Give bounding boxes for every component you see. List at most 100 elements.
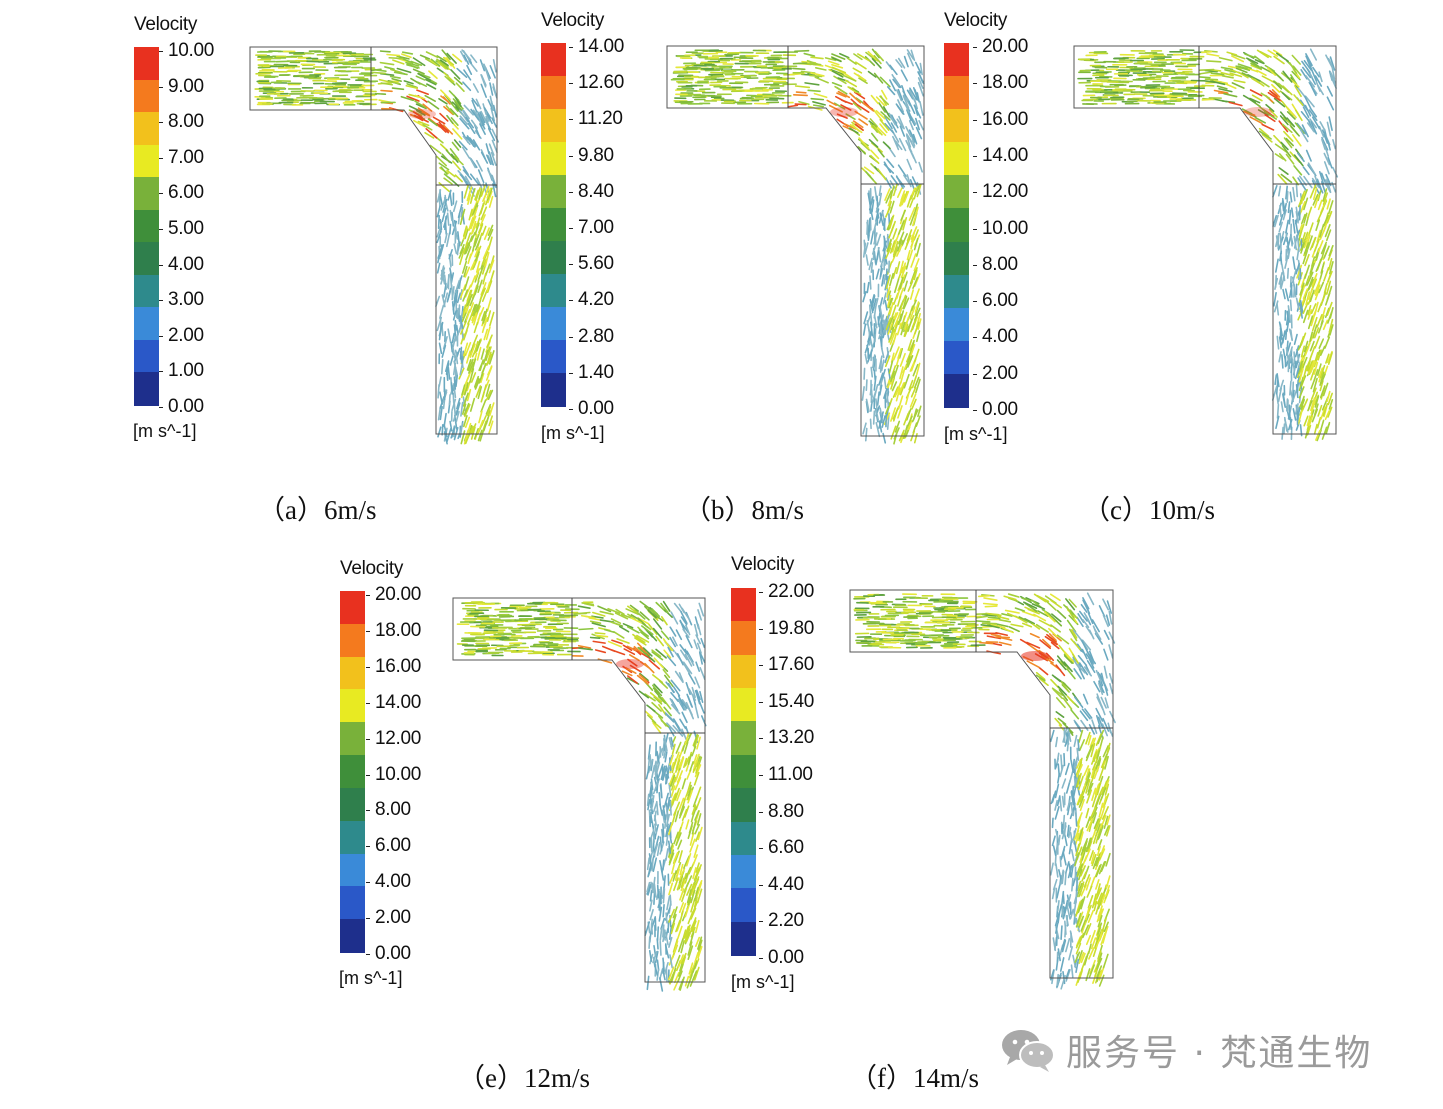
tick-label: 9.80 [578,144,614,166]
hotspot [830,107,858,117]
tick-label: 18.00 [375,619,422,641]
tick-label: 12.00 [982,181,1029,203]
tick-mark [759,628,763,630]
tick-mark [759,738,763,740]
tick-mark [569,372,573,374]
tick-label: 0.00 [768,947,804,968]
colorbar-band [541,307,566,341]
tick-mark [759,848,763,850]
colorbar-band [541,175,566,209]
tick-mark [366,882,370,884]
tick-mark [759,665,763,667]
colorbar-band [944,340,969,375]
tick-label: 0.00 [375,943,411,964]
tick-label: 14.00 [578,36,625,57]
tick-mark [759,701,763,703]
duct-outline [1073,45,1337,435]
colorbar-band [541,76,566,110]
colorbar [541,43,566,407]
colorbar [944,43,969,408]
colorbar-band [340,820,365,855]
tick-label: 2.00 [375,907,411,929]
tick-mark [366,774,370,776]
colorbar-band [541,340,566,374]
tick-mark [973,155,977,157]
tick-mark [569,47,573,48]
colorbar-band [340,656,365,691]
colorbar [731,588,756,956]
hotspot [1021,651,1049,661]
colorbar-band [731,588,756,622]
tick-label: 9.00 [168,75,204,97]
tick-mark [569,300,573,302]
colorbar-band [541,241,566,275]
colorbar-band [731,854,756,889]
tick-mark [973,264,977,266]
colorbar-band [134,144,159,178]
tick-mark [159,407,163,408]
colorbar-band [731,788,756,823]
tick-label: 4.00 [375,871,411,893]
colorbar-band [541,142,566,176]
tick-label: 14.00 [982,144,1029,166]
colorbar-band [731,688,756,723]
tick-mark [759,592,763,593]
colorbar-band [340,886,365,920]
legend-title: Velocity [944,10,1008,31]
tick-label: 4.00 [982,326,1018,348]
tick-mark [366,702,370,704]
tick-mark [569,191,573,193]
tick-label: 8.80 [768,800,804,822]
colorbar-band [340,755,365,789]
colorbar-band [944,307,969,342]
colorbar-band [134,177,159,211]
tick-mark [159,300,163,302]
colorbar-band [340,623,365,658]
colorbar-band [731,921,756,956]
tick-mark [159,51,163,52]
tick-label: 1.00 [168,360,204,382]
tick-mark [973,83,977,85]
colorbar-band [944,373,969,408]
colorbar-band [731,721,756,756]
panel-caption: （a）6m/s [258,495,377,525]
unit-label: [m s^-1] [731,972,795,992]
tick-mark [759,884,763,886]
colorbar-band [134,242,159,276]
tick-mark [973,119,977,121]
unit-label: [m s^-1] [339,968,403,988]
tick-label: 11.00 [768,764,813,785]
tick-label: 10.00 [168,40,215,61]
legend-title: Velocity [731,554,795,575]
colorbar-band [134,307,159,341]
tick-mark [366,954,370,955]
colorbar-band [731,654,756,689]
tick-label: 2.80 [578,325,614,347]
colorbar [134,47,159,406]
tick-mark [759,811,763,813]
tick-mark [759,958,763,959]
tick-label: 10.00 [982,217,1029,239]
colorbar [340,591,365,953]
tick-label: 5.60 [578,253,614,275]
tick-mark [159,157,163,159]
tick-label: 3.00 [168,289,204,311]
colorbar-band [134,209,159,243]
tick-label: 2.00 [168,324,204,346]
tick-mark [973,337,977,339]
tick-mark [366,810,370,812]
hotspot [616,659,644,669]
colorbar-band [340,787,365,822]
tick-mark [159,264,163,266]
tick-mark [366,846,370,848]
panel-caption: （c）10m/s [1083,495,1215,525]
tick-label: 8.00 [168,111,204,133]
tick-label: 0.00 [982,399,1018,420]
tick-mark [159,229,163,230]
tick-label: 11.20 [578,108,623,130]
tick-mark [973,228,977,230]
colorbar-band [340,591,365,625]
tick-mark [759,921,763,923]
